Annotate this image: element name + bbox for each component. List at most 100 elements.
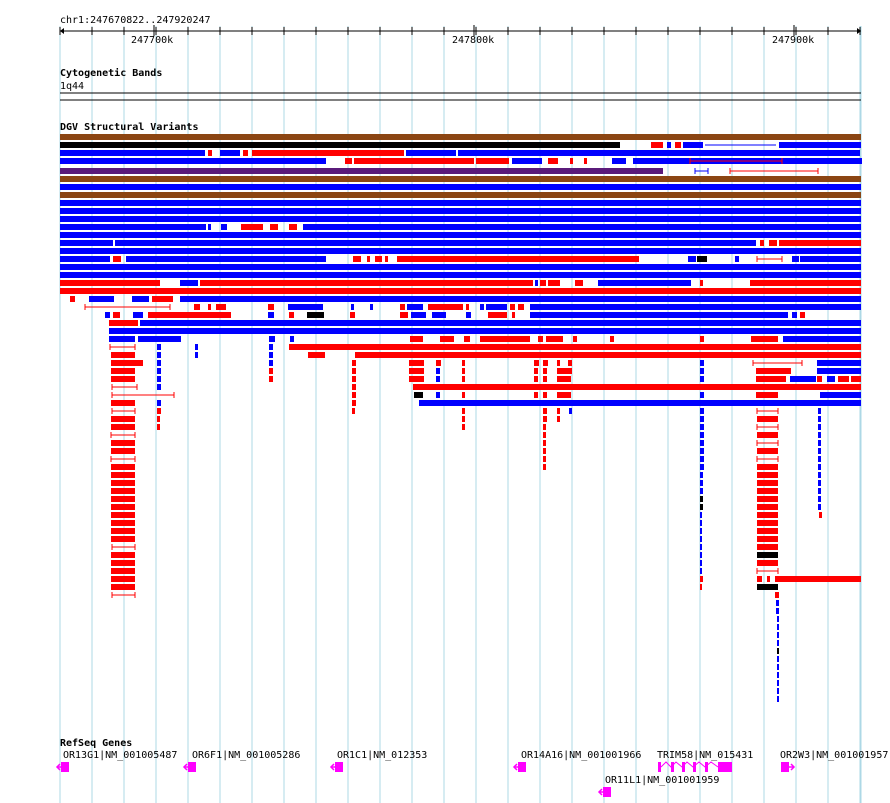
variant-segment [779,142,861,148]
variant-segment [757,432,778,438]
variant-segment [779,240,861,246]
variant-segment [269,368,273,374]
variant-segment [792,256,799,262]
variant-segment [180,280,198,286]
variant-segment [757,584,778,590]
gene-label-or1c1[interactable]: OR1C1|NM_012353 [337,750,428,761]
variant-segment [60,232,861,238]
variant-segment [512,312,515,318]
variant-segment [757,512,778,518]
variant-segment [133,312,143,318]
refseq-track-title[interactable]: RefSeq Genes [60,738,133,749]
variant-segment [436,376,440,382]
variant-segment [411,312,426,318]
variant-segment [534,360,539,366]
variant-segment [194,304,200,310]
variant-segment [767,576,770,582]
ruler-right-arrow [857,28,861,34]
variant-segment [111,400,135,406]
variant-segment [757,480,778,486]
gene-label-or11l1[interactable]: OR11L1|NM_001001959 [605,775,720,786]
variant-segment [818,432,821,438]
variant-segment [180,296,861,302]
variant-segment [289,312,294,318]
variant-segment [157,352,161,358]
variant-segment [543,432,546,438]
variant-segment [111,536,135,542]
variant-segment [700,576,703,582]
variant-segment [113,312,120,318]
variant-segment [570,158,573,164]
gene-or14a16-glyph-arrowhead [512,763,518,771]
variant-segment [111,576,135,582]
variant-segment [462,360,465,366]
cytoband-label[interactable]: 1q44 [60,81,85,92]
variant-segment [818,408,821,414]
variant-segment [152,296,173,302]
variant-segment [157,360,161,366]
variant-segment [462,416,465,422]
dgv-track-title[interactable]: DGV Structural Variants [60,122,199,133]
variant-segment [573,336,577,342]
variant-segment [557,392,571,398]
variant-segment [60,216,861,222]
variant-segment [818,424,821,430]
variant-segment [289,224,297,230]
variant-segment [400,312,408,318]
variant-segment [751,336,778,342]
variant-segment [350,312,355,318]
variant-segment [307,312,324,318]
variant-segment [352,368,356,374]
variant-segment [818,464,821,470]
variant-segment [355,168,663,174]
variant-segment [370,304,373,310]
variant-segment [462,408,465,414]
gene-label-trim58[interactable]: TRIM58|NM_015431 [657,750,754,761]
gene-or2w3-glyph-arrowhead [790,763,796,771]
variant-segment [827,376,835,382]
gene-label-or6f1[interactable]: OR6F1|NM_001005286 [192,750,301,761]
variant-segment [111,424,135,430]
variant-segment [543,408,547,414]
variant-segment [757,504,778,510]
variant-segment [269,352,273,358]
variant-segment [385,256,388,262]
variant-segment [818,488,821,494]
gene-or1c1-glyph-arrowhead [329,763,335,771]
gene-label-or2w3[interactable]: OR2W3|NM_001001957 [780,750,889,761]
variant-segment [367,256,370,262]
variant-segment [407,304,423,310]
variant-segment [700,568,702,574]
variant-segment [409,376,424,382]
variant-segment [351,304,354,310]
variant-segment [700,360,704,366]
variant-segment [534,368,538,374]
variant-segment [756,376,786,382]
variant-segment [838,376,849,382]
variant-segment [115,240,756,246]
variant-segment [269,360,273,366]
variant-segment [777,672,779,678]
variant-segment [817,368,861,374]
variant-segment [111,488,135,494]
gene-label-or13g1[interactable]: OR13G1|NM_001005487 [63,750,178,761]
variant-segment [757,464,778,470]
variant-segment [777,688,779,694]
variant-segment [700,432,704,438]
variant-segment [466,312,471,318]
gene-or13g1-glyph-arrowhead [55,763,61,771]
gene-or11l1-glyph [603,787,611,797]
variant-segment [409,368,424,374]
variant-segment [697,256,707,262]
variant-segment [476,158,509,164]
variant-segment [290,336,294,342]
variant-segment [777,664,779,670]
variant-segment [111,360,143,366]
variant-segment [548,158,558,164]
variant-segment [109,328,861,334]
cytogenetic-track-title[interactable]: Cytogenetic Bands [60,68,163,79]
variant-segment [466,304,469,310]
variant-segment [700,512,702,518]
gene-label-or14a16[interactable]: OR14A16|NM_001001966 [521,750,642,761]
variant-segment [757,544,778,550]
